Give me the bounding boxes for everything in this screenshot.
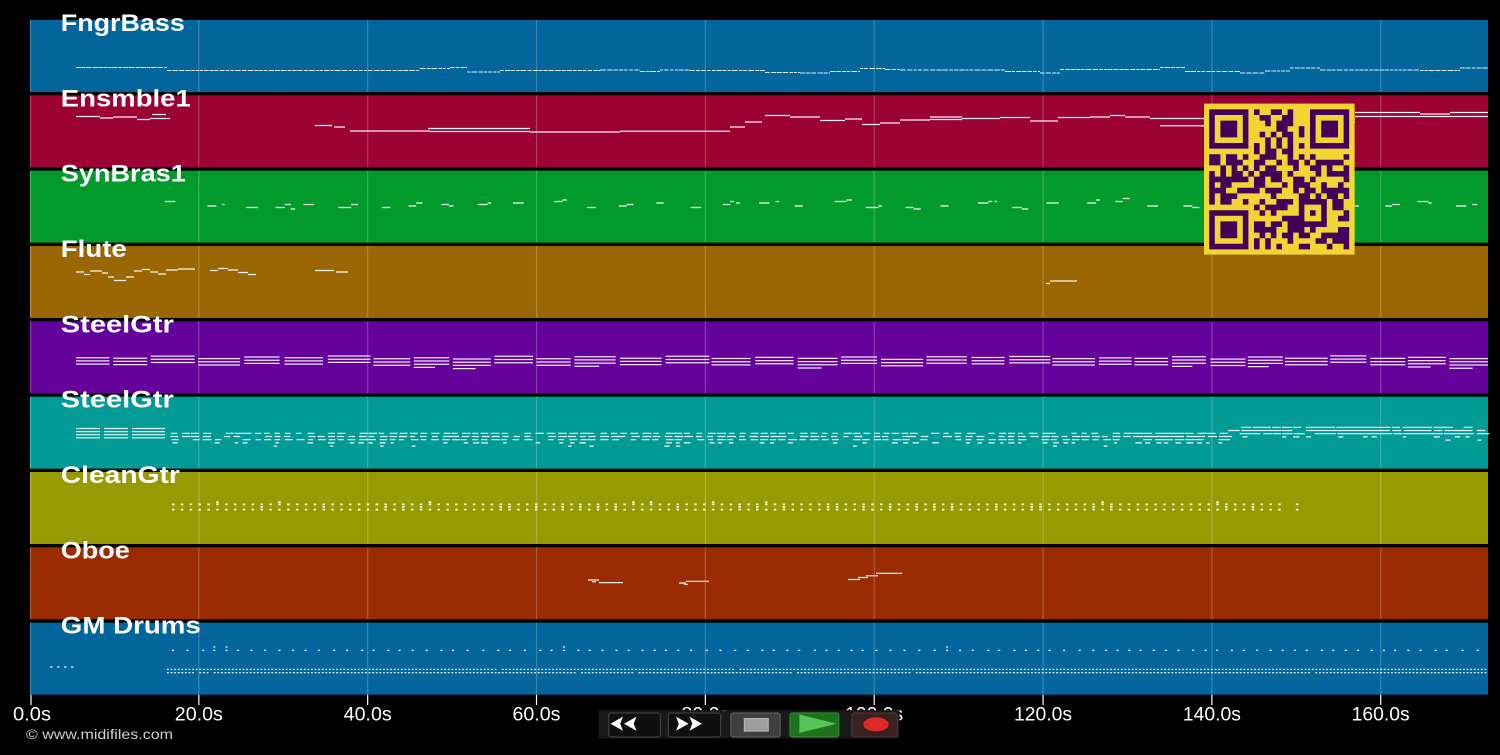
svg-text:FngrBass: FngrBass [61, 10, 185, 37]
svg-text:60.0s: 60.0s [513, 705, 561, 726]
svg-text:Oboe: Oboe [61, 537, 130, 564]
svg-text:CleanGtr: CleanGtr [61, 462, 180, 489]
svg-text:0.0s: 0.0s [13, 705, 51, 726]
svg-text:GM Drums: GM Drums [61, 613, 201, 640]
svg-text:Ensmble1: Ensmble1 [61, 85, 191, 112]
svg-text:140.0s: 140.0s [1183, 705, 1241, 726]
svg-text:SteelGtr: SteelGtr [61, 311, 174, 338]
svg-text:© www.midifiles.com: © www.midifiles.com [26, 727, 173, 742]
svg-text:SteelGtr: SteelGtr [61, 387, 174, 414]
svg-text:120.0s: 120.0s [1014, 705, 1072, 726]
svg-text:160.0s: 160.0s [1352, 705, 1410, 726]
svg-text:20.0s: 20.0s [175, 705, 223, 726]
svg-text:40.0s: 40.0s [344, 705, 392, 726]
svg-text:Flute: Flute [61, 236, 127, 263]
svg-text:SynBras1: SynBras1 [61, 161, 186, 188]
